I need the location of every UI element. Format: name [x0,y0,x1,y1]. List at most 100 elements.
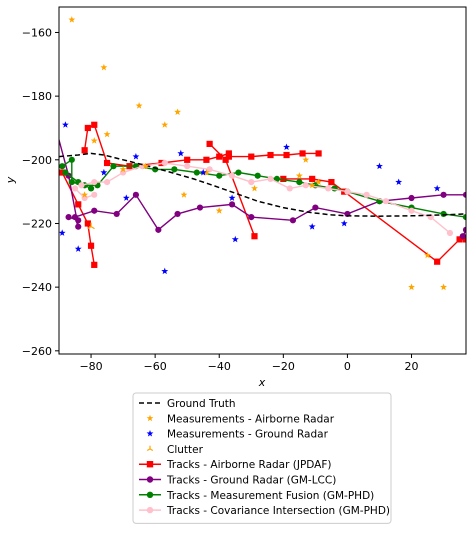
track-point [81,147,88,154]
track-point [62,169,69,176]
track-point [65,214,72,221]
legend-swatch-marker [146,445,154,452]
measurement-point [119,165,127,173]
track-point [228,201,236,208]
legend-label: Tracks - Airborne Radar (JPDAF) [166,459,332,471]
legend-label: Tracks - Measurement Fusion (GM-PHD) [166,490,374,502]
measurement-point [215,207,223,214]
legend-label: Measurements - Airborne Radar [167,413,335,425]
track-point [216,172,223,179]
track-point [53,125,59,131]
scatter-series-3 [87,222,95,230]
measurement-point [203,168,210,176]
track-point [446,229,454,237]
legend-label: Tracks - Covariance Intersection (GM-PHD… [166,505,390,517]
track-point [456,236,463,243]
track-point [382,198,389,205]
measurement-point [231,235,239,243]
track-point [273,175,281,183]
track-point [331,185,338,192]
x-tick-label: −60 [144,360,167,373]
track-point [251,233,258,240]
measurement-point [340,219,348,227]
track-point [161,159,168,167]
track-point [462,191,466,198]
y-tick-label: −180 [22,90,52,103]
legend-swatch-marker [146,430,154,437]
track-point [408,207,415,214]
track-point [132,191,140,198]
track-point [91,191,98,198]
legend-box [132,392,392,524]
legend-item: Clutter [146,444,204,456]
measurement-point [87,222,95,230]
measurement-point [302,156,310,163]
track-point [267,151,274,159]
measurement-point [199,168,207,176]
legend-label: Ground Truth [167,398,236,410]
track-point [228,172,236,179]
legend-item: Measurements - Airborne Radar [146,413,335,425]
measurement-point [433,184,441,192]
measurement-point [408,283,415,291]
track-point [434,258,441,265]
track-point [59,169,66,176]
x-tick-label: 0 [344,360,351,373]
track-point [462,214,466,221]
track-point [440,191,447,198]
measurement-point [440,283,447,291]
track-point [171,166,178,173]
y-axis-label: y [4,176,17,184]
track-point [155,226,162,233]
track-point [68,156,75,163]
measurement-point [251,184,258,192]
track-point [87,242,95,249]
measurement-point [161,121,169,128]
track-point [225,153,232,160]
measurement-point [74,245,82,252]
measurement-point [122,194,130,201]
track-point [462,236,466,243]
measurement-point [161,267,169,275]
legend-swatch-marker [146,506,154,514]
legend-item: Measurements - Ground Radar [146,429,329,441]
scatter-series-1 [68,16,447,291]
track-point [113,210,120,218]
measurement-point [81,191,89,198]
ground-truth-line [59,152,466,217]
track-line [81,162,451,234]
legend-item: Tracks - Airborne Radar (JPDAF) [139,459,332,471]
track-point [309,175,316,183]
measurement-point [142,162,149,170]
measurement-point [395,178,403,185]
measurement-point [315,178,322,185]
measurement-point [308,181,316,189]
track-point [283,151,290,159]
track-point [103,178,111,186]
track-point [363,191,370,198]
measurement-point [174,108,181,115]
track-point [225,150,232,157]
track-point [254,172,261,179]
track-point [280,175,287,183]
track-point [440,210,447,218]
x-tick-label: −80 [79,360,102,373]
legend-swatch-marker [146,491,154,498]
track-point [248,153,255,160]
track-point [91,178,98,186]
measurement-point [424,251,431,259]
track-point [68,178,75,186]
track-point [462,226,466,233]
measurement-point [100,168,108,176]
track-point [84,220,91,227]
track-point [344,188,351,195]
legend-swatch-marker [146,414,154,422]
track-point [267,175,274,183]
scatter-series-2 [59,121,441,275]
measurement-point [59,229,66,236]
track-point [84,124,91,132]
track-point [299,150,306,157]
legend-item: Tracks - Measurement Fusion (GM-PHD) [139,490,374,502]
x-tick-label: 20 [405,360,419,373]
